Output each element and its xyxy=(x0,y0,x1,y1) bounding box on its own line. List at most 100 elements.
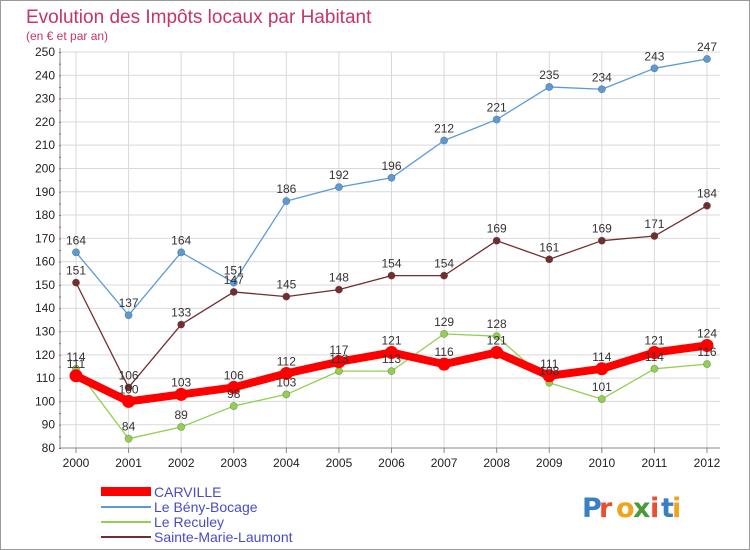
data-label: 186 xyxy=(276,182,296,196)
data-point-outline xyxy=(650,64,659,73)
data-label: 235 xyxy=(539,68,559,82)
data-label: 108 xyxy=(539,364,559,378)
data-point-outline xyxy=(335,183,343,192)
data-point xyxy=(545,83,553,91)
data-point xyxy=(230,279,238,287)
data-point xyxy=(335,367,343,375)
data-point-outline xyxy=(597,85,606,94)
y-tick-label: 160 xyxy=(35,255,55,269)
y-tick-label: 170 xyxy=(35,231,55,245)
y-tick-label: 140 xyxy=(35,301,55,315)
data-point-outline xyxy=(229,402,238,410)
data-point-outline xyxy=(124,434,133,443)
x-tick-label: 2012 xyxy=(694,456,721,470)
data-label: 114 xyxy=(66,350,85,364)
data-label: 124 xyxy=(697,327,717,341)
legend-label: Sainte-Marie-Laumont xyxy=(154,529,293,545)
proxiti-logo: Pr ox i ti xyxy=(582,493,681,524)
data-point-outline xyxy=(177,320,186,329)
data-label: 164 xyxy=(66,233,86,247)
data-label: 184 xyxy=(697,187,717,201)
data-label: 111 xyxy=(540,357,559,371)
data-label: 114 xyxy=(592,350,611,364)
data-point xyxy=(490,345,504,359)
data-point-outline xyxy=(650,232,659,240)
data-label: 148 xyxy=(329,271,349,285)
data-label: 106 xyxy=(119,368,139,382)
data-label: 121 xyxy=(487,333,507,347)
data-label: 106 xyxy=(224,368,244,382)
data-point-outline xyxy=(650,364,659,373)
data-point xyxy=(69,369,83,383)
x-tick-label: 2007 xyxy=(431,456,458,470)
data-label: 196 xyxy=(381,159,401,173)
x-tick-label: 2000 xyxy=(63,456,90,470)
data-point-outline xyxy=(703,360,711,369)
data-label: 154 xyxy=(434,257,454,271)
data-point xyxy=(387,272,396,280)
data-point xyxy=(332,355,346,369)
data-point xyxy=(493,237,501,245)
data-point xyxy=(72,248,80,256)
data-point xyxy=(282,197,290,205)
data-point xyxy=(437,357,451,371)
y-tick-label: 120 xyxy=(35,348,55,362)
data-point-outline xyxy=(440,271,448,280)
data-point xyxy=(177,423,185,431)
legend-label: CARVILLE xyxy=(154,484,221,500)
data-point xyxy=(279,366,293,380)
data-label: 113 xyxy=(329,352,348,366)
data-point-outline xyxy=(229,288,238,296)
data-point xyxy=(227,380,241,394)
logo-letter: i xyxy=(672,493,681,524)
data-label: 113 xyxy=(382,352,401,366)
data-labels: 164 137 164 151 186 192 196 212 221 235 234 243 247 1… xyxy=(66,40,717,434)
data-point-outline xyxy=(492,115,501,124)
data-point-outline xyxy=(72,278,80,287)
y-tick-label: 190 xyxy=(35,185,55,199)
data-point xyxy=(493,115,501,124)
data-point-outline xyxy=(545,255,554,264)
y-tick-label: 80 xyxy=(42,441,56,455)
logo-letter: P xyxy=(582,493,602,524)
data-label: 171 xyxy=(644,217,664,231)
data-point-outline xyxy=(177,248,186,257)
data-label: 247 xyxy=(697,40,717,54)
y-tick-label: 240 xyxy=(35,68,55,82)
data-point-outline xyxy=(597,395,606,403)
y-tick-label: 220 xyxy=(35,115,55,129)
data-point-outline xyxy=(387,367,396,376)
data-label: 147 xyxy=(224,273,244,287)
data-point xyxy=(282,390,290,399)
y-tick-label: 150 xyxy=(35,278,55,292)
data-point xyxy=(598,237,606,245)
data-point xyxy=(335,286,343,294)
data-point-outline xyxy=(597,236,606,245)
series-layer xyxy=(69,55,714,443)
logo-letter: x xyxy=(633,493,650,524)
data-point xyxy=(387,174,396,182)
logo-letter: o xyxy=(616,493,635,524)
data-label: 145 xyxy=(276,278,296,292)
data-point xyxy=(703,202,711,210)
data-label: 212 xyxy=(434,122,454,136)
y-tick-label: 90 xyxy=(42,418,56,432)
x-tick-label: 2005 xyxy=(326,456,353,470)
data-point xyxy=(72,279,80,287)
data-point xyxy=(124,311,133,319)
data-point xyxy=(230,402,238,410)
data-point-outline xyxy=(124,311,133,320)
data-point xyxy=(174,387,188,401)
data-point-outline xyxy=(282,292,291,301)
chart-title: Evolution des Impôts locaux par Habitant xyxy=(26,7,372,28)
data-point xyxy=(542,369,556,383)
data-point xyxy=(647,345,661,359)
y-tick-label: 210 xyxy=(35,138,55,152)
legend-label: Le Reculey xyxy=(154,514,224,530)
data-point xyxy=(335,183,343,191)
data-point xyxy=(598,395,606,403)
data-label: 114 xyxy=(645,350,664,364)
data-point-outline xyxy=(124,383,133,392)
